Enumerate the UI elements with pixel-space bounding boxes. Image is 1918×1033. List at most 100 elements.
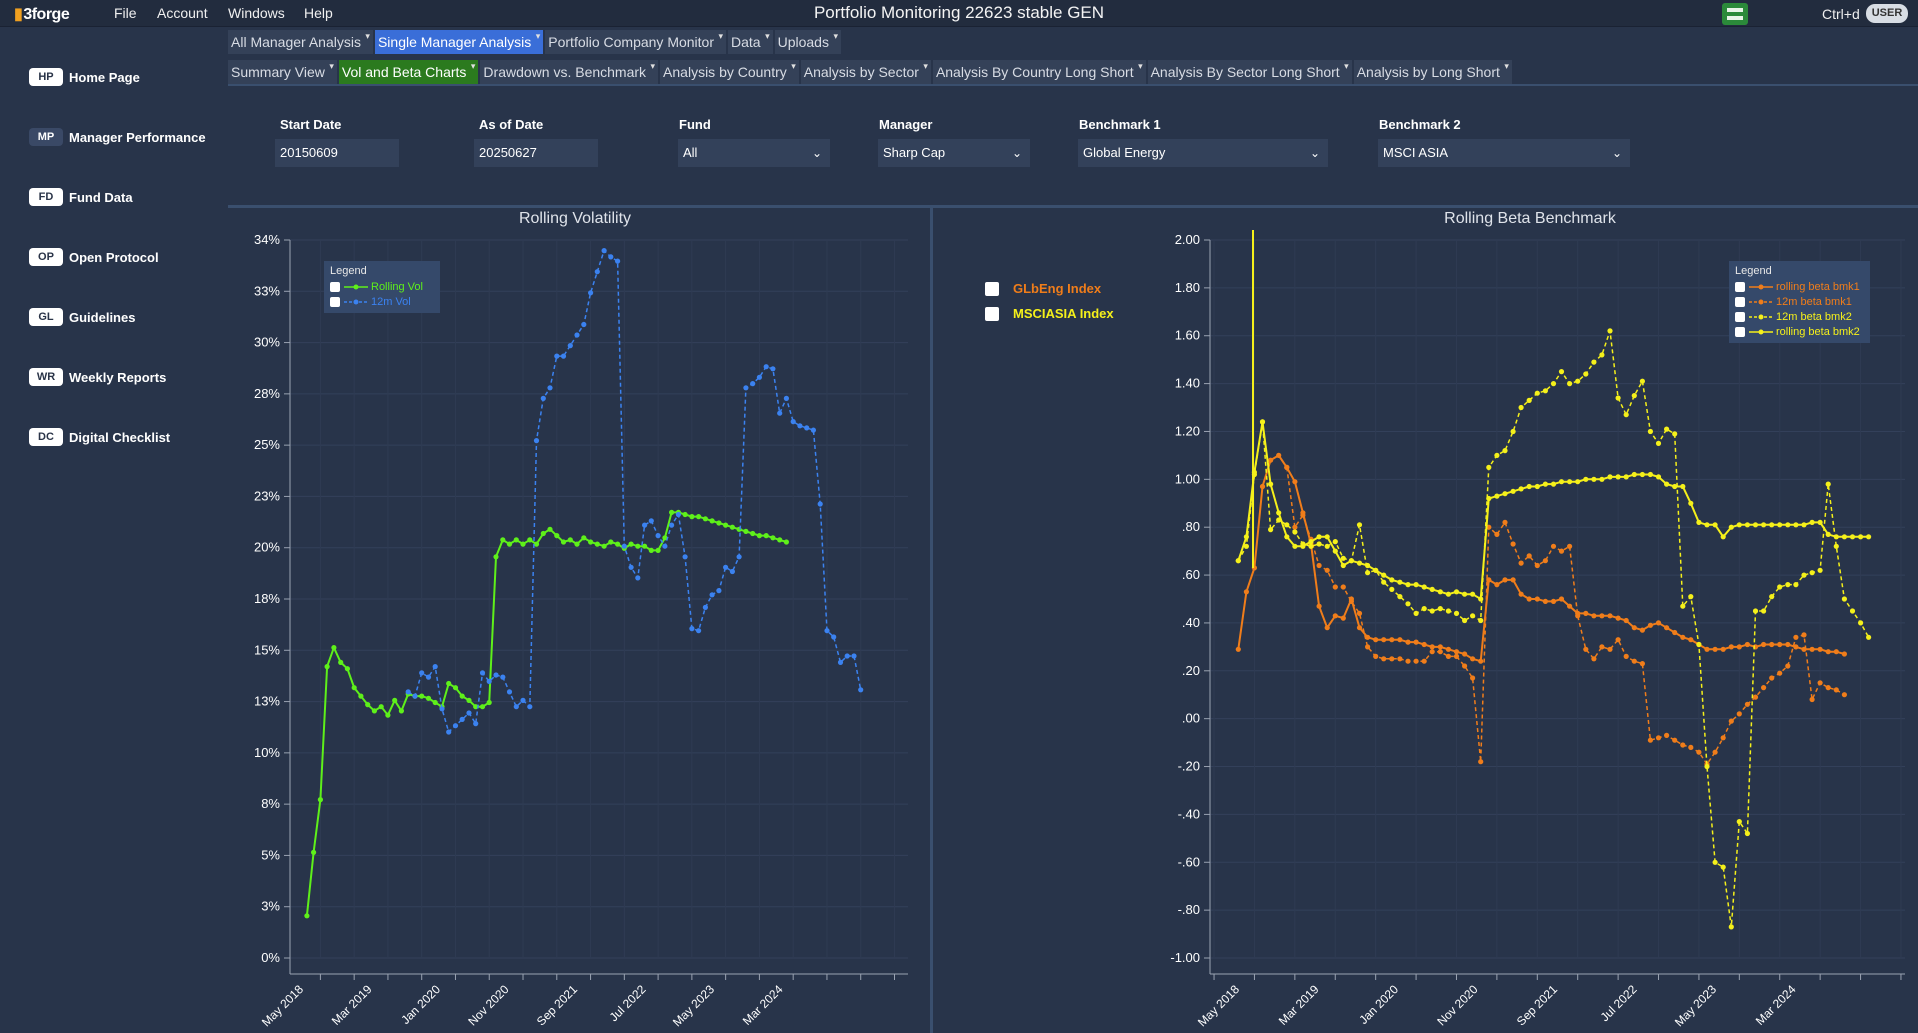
app-logo[interactable]: ▮3forge — [14, 6, 70, 23]
data-point — [797, 423, 803, 429]
as-of-date-input[interactable]: 20250627 — [474, 139, 598, 167]
legend-checkbox[interactable] — [330, 281, 340, 292]
legend-item-12m-vol[interactable]: 12m Vol — [330, 294, 434, 309]
data-point — [1284, 534, 1290, 540]
tab-portfolio-company-monitor[interactable]: Portfolio Company Monitor ▾ — [545, 30, 727, 54]
data-point — [1647, 428, 1653, 435]
beta-chart-title: Rolling Beta Benchmark — [1444, 210, 1616, 227]
data-point — [763, 533, 769, 539]
benchmark2-select[interactable]: MSCI ASIA ⌄ — [1378, 139, 1630, 167]
data-point — [338, 659, 344, 665]
layout-toggle-icon[interactable] — [1722, 3, 1748, 25]
data-point — [1300, 543, 1306, 549]
data-point — [1744, 830, 1750, 837]
menu-account[interactable]: Account — [157, 5, 208, 21]
data-point — [1833, 649, 1839, 655]
tab-analysis-by-long-short[interactable]: Analysis by Long Short ▾ — [1353, 60, 1512, 84]
tab-caret-icon: ▾ — [535, 31, 541, 41]
index-checkbox[interactable] — [985, 281, 999, 296]
data-point — [1445, 646, 1451, 652]
data-point — [1728, 524, 1734, 530]
sidebar-item-weekly-reports[interactable]: WR Weekly Reports — [29, 366, 166, 388]
tab-summary-view[interactable]: Summary View ▾ — [228, 60, 337, 84]
data-point — [1664, 426, 1670, 432]
sidebar-item-open-protocol[interactable]: OP Open Protocol — [29, 246, 159, 268]
user-button[interactable]: USER — [1866, 4, 1908, 23]
data-point — [1276, 452, 1282, 458]
data-point — [479, 704, 486, 710]
legend-checkbox[interactable] — [330, 296, 340, 307]
legend-checkbox[interactable] — [1735, 281, 1745, 292]
sidebar-item-digital-checklist[interactable]: DC Digital Checklist — [29, 426, 170, 448]
fund-select[interactable]: All ⌄ — [678, 139, 830, 167]
legend-item-rolling-beta-bmk2[interactable]: rolling beta bmk2 — [1735, 324, 1864, 339]
data-point — [1542, 598, 1548, 604]
legend-checkbox[interactable] — [1735, 296, 1745, 307]
legend-checkbox[interactable] — [1735, 311, 1745, 322]
tab-caret-icon: ▾ — [1504, 61, 1509, 71]
legend-item-rolling-beta-bmk1[interactable]: rolling beta bmk1 — [1735, 279, 1864, 294]
data-point — [608, 539, 614, 545]
data-point — [1381, 637, 1387, 643]
data-point — [1462, 663, 1468, 669]
data-point — [1736, 522, 1742, 528]
tab-drawdown-vs-benchmark[interactable]: Drawdown vs. Benchmark ▾ — [480, 60, 659, 84]
data-point — [1324, 567, 1330, 573]
menu-file[interactable]: File — [114, 5, 137, 21]
data-point — [1785, 522, 1791, 528]
index-toggle-glbeng[interactable]: GLbEng Index — [985, 281, 1101, 296]
y-tick-label: 28% — [254, 386, 280, 401]
data-point — [1825, 685, 1831, 691]
y-tick-label: 23% — [254, 488, 280, 503]
grid — [284, 239, 908, 959]
tab-vol-and-beta-charts[interactable]: Vol and Beta Charts ▾ — [338, 60, 479, 84]
manager-select[interactable]: Sharp Cap ⌄ — [878, 139, 1030, 167]
tab-analysis-by-sector[interactable]: Analysis by Sector ▾ — [800, 60, 931, 84]
legend-line-icon — [344, 299, 368, 304]
tab-analysis-by-sector-long-short[interactable]: Analysis By Sector Long Short ▾ — [1147, 60, 1352, 84]
panel-divider[interactable] — [930, 208, 933, 1033]
data-point — [804, 425, 810, 431]
data-point — [1704, 763, 1710, 770]
index-checkbox[interactable] — [985, 306, 999, 321]
data-point — [662, 535, 668, 541]
index-toggle-msciasia[interactable]: MSCIASIA Index — [985, 306, 1114, 321]
start-date-input[interactable]: 20150609 — [275, 139, 399, 167]
sidebar-item-guidelines[interactable]: GL Guidelines — [29, 306, 135, 328]
data-point — [1486, 464, 1492, 470]
tab-analysis-by-country-long-short[interactable]: Analysis By Country Long Short ▾ — [932, 60, 1146, 84]
legend-checkbox[interactable] — [1735, 326, 1745, 337]
data-point — [1453, 610, 1460, 616]
sidebar-item-manager-performance[interactable]: MP Manager Performance — [29, 126, 206, 148]
y-tick-label: 3% — [261, 899, 280, 914]
data-point — [1752, 522, 1759, 528]
series-line — [1237, 421, 1869, 601]
tab-all-manager-analysis[interactable]: All Manager Analysis ▾ — [228, 30, 373, 54]
vol-chart-title: Rolling Volatility — [518, 210, 632, 227]
x-tick-label: Sep 2021 — [1514, 982, 1560, 1028]
data-point — [777, 537, 783, 543]
data-point — [1761, 685, 1767, 691]
sidebar-item-home-page[interactable]: HP Home Page — [29, 66, 140, 88]
menu-windows[interactable]: Windows — [228, 5, 285, 21]
tab-analysis-by-country[interactable]: Analysis by Country ▾ — [660, 60, 799, 84]
data-point — [1558, 369, 1565, 375]
tab-single-manager-analysis[interactable]: Single Manager Analysis ▾ — [374, 30, 544, 54]
data-point — [1607, 474, 1613, 480]
data-point — [1672, 737, 1678, 743]
data-point — [1777, 641, 1783, 648]
sidebar-item-label: Open Protocol — [69, 249, 159, 265]
data-point — [1494, 531, 1500, 537]
data-point — [1793, 522, 1799, 528]
benchmark1-select[interactable]: Global Energy ⌄ — [1078, 139, 1328, 167]
legend-item-12m-beta-bmk2[interactable]: 12m beta bmk2 — [1735, 309, 1864, 324]
tab-data[interactable]: Data ▾ — [728, 30, 773, 54]
menu-help[interactable]: Help — [304, 5, 333, 21]
tab-uploads[interactable]: Uploads ▾ — [774, 30, 841, 54]
legend-item-12m-beta-bmk1[interactable]: 12m beta bmk1 — [1735, 294, 1864, 309]
data-point — [479, 670, 486, 676]
data-point — [1607, 328, 1613, 334]
sidebar-item-fund-data[interactable]: FD Fund Data — [29, 186, 133, 208]
tab-label: Analysis By Country Long Short — [935, 64, 1134, 80]
legend-item-rolling-vol[interactable]: Rolling Vol — [330, 279, 434, 294]
